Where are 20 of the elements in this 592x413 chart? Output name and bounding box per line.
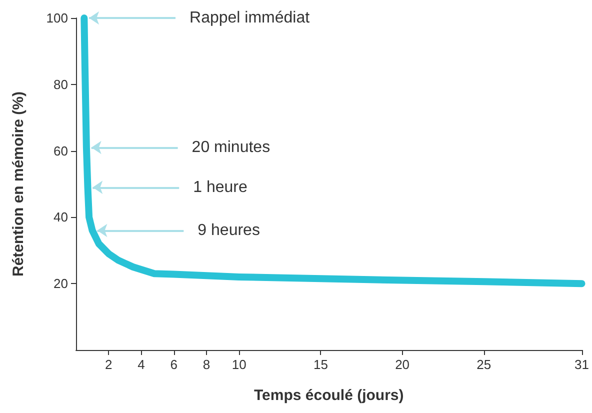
x-tick-label: 6 — [170, 357, 178, 372]
x-tick-label: 10 — [232, 357, 246, 372]
x-tick-label: 20 — [395, 357, 410, 372]
annotation: Rappel immédiat — [190, 10, 310, 26]
x-tick-label: 15 — [313, 357, 328, 372]
x-tick-label: 25 — [476, 357, 492, 372]
x-axis-title: Temps écoulé (jours) — [254, 387, 404, 404]
y-tick-label: 100 — [46, 10, 68, 26]
y-tick-label: 20 — [54, 276, 68, 292]
y-tick-label: 40 — [54, 210, 68, 225]
y-tick-label: 80 — [54, 76, 68, 92]
x-tick-label: 31 — [574, 357, 590, 372]
y-axis-title: Rétention en mémoire (%) — [10, 91, 27, 277]
x-tick-label: 4 — [138, 357, 145, 372]
annotation: 20 minutes — [192, 138, 270, 156]
x-tick-label: 8 — [202, 357, 210, 372]
y-tick-label: 60 — [54, 143, 68, 158]
x-tick-label: 2 — [105, 357, 112, 372]
annotation: 9 heures — [198, 222, 260, 239]
annotation: 1 heure — [193, 178, 248, 196]
